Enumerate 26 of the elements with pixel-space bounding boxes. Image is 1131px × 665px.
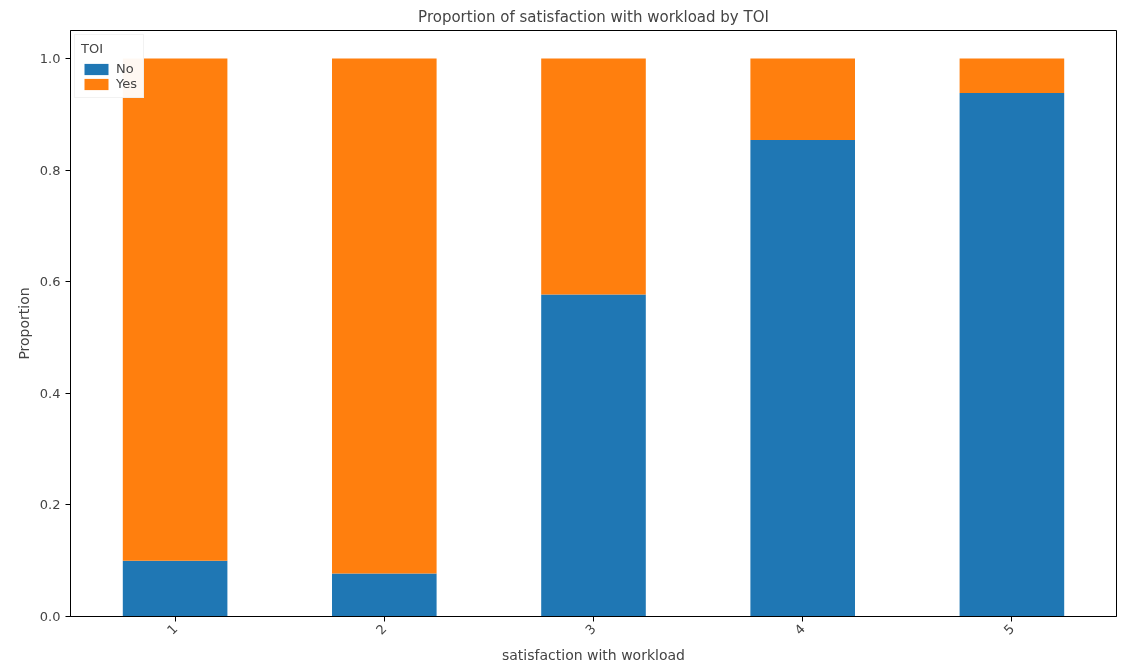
x-axis-title: satisfaction with workload (502, 646, 685, 663)
bar (750, 58, 855, 140)
bar (750, 139, 855, 617)
bar (122, 560, 228, 617)
bar (959, 58, 1065, 94)
y-axis-title: Proportion (15, 287, 32, 360)
x-tick-label: 3 (582, 621, 599, 638)
legend-label: No (116, 61, 135, 76)
y-tick-label: 0.2 (39, 497, 61, 513)
bar (332, 58, 437, 574)
bar (959, 93, 1065, 617)
y-tick-label: 1.0 (39, 50, 61, 66)
y-tick-label: 0.4 (39, 385, 61, 401)
y-tick-label: 0.8 (39, 162, 61, 178)
legend-label: Yes (116, 76, 137, 91)
y-tick-label: 0.6 (39, 274, 61, 290)
x-tick-label: 1 (163, 621, 181, 638)
bar (332, 573, 437, 617)
x-tick-label: 5 (1000, 621, 1018, 638)
x-tick-label: 4 (791, 621, 809, 638)
legend-title: TOI (81, 41, 104, 56)
y-tick-label: 0.0 (39, 609, 61, 624)
bar (541, 294, 646, 617)
bar (541, 58, 646, 295)
chart-title: Proportion of satisfaction with workload by TOI (418, 7, 769, 26)
x-tick-label: 2 (373, 621, 390, 638)
